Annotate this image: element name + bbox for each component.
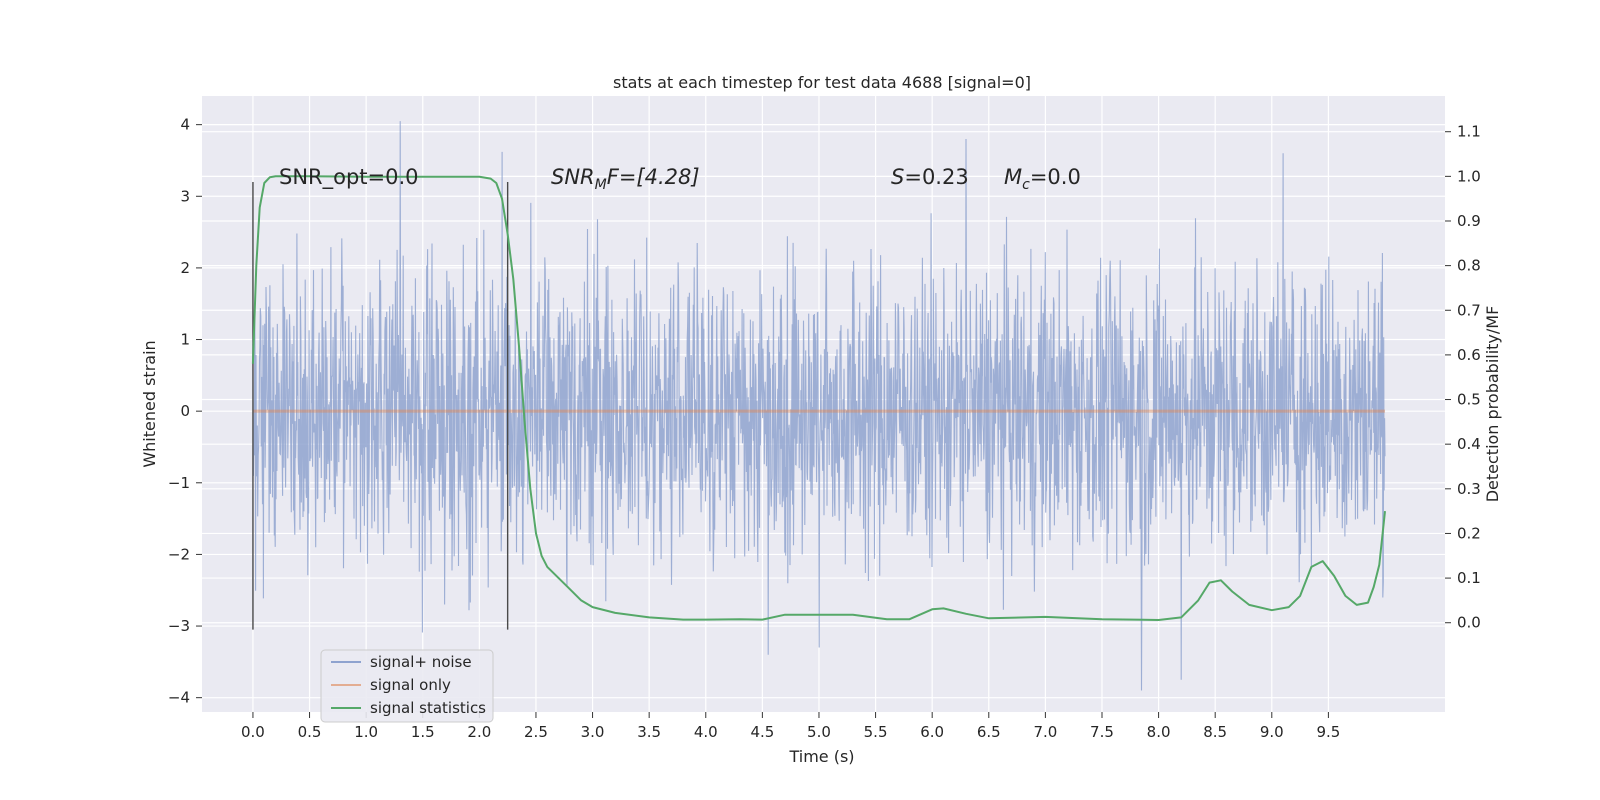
x-tick-label: 3.0: [581, 723, 605, 741]
x-axis-label: Time (s): [788, 747, 854, 766]
y2-tick-label: 0.4: [1457, 435, 1481, 453]
legend-box: [320, 649, 494, 723]
s-value: =0.23: [904, 165, 968, 189]
x-tick-label: 6.5: [977, 723, 1001, 741]
x-tick-label: 9.0: [1260, 723, 1284, 741]
y-tick-label: −4: [168, 689, 190, 707]
y-tick-label: 4: [180, 116, 190, 134]
s-var: S: [891, 165, 904, 189]
annotation-mc: Mc=0.0: [1004, 165, 1081, 193]
snr-mf-rest: F=[4.28]: [607, 165, 700, 189]
x-tick-label: 5.0: [807, 723, 831, 741]
y2-tick-label: 0.8: [1457, 257, 1481, 275]
y2-axis-label: Detection probability/MF: [1483, 306, 1502, 503]
y2-tick-label: 0.7: [1457, 301, 1481, 319]
x-tick-label: 0.5: [298, 723, 322, 741]
legend-label-noise: signal+ noise: [370, 653, 472, 671]
mc-value: =0.0: [1030, 165, 1081, 189]
y2-tick-label: 0.2: [1457, 524, 1481, 542]
chart-title: stats at each timestep for test data 468…: [613, 73, 1031, 92]
y-tick-label: 1: [180, 331, 190, 349]
legend-label-signal: signal only: [370, 676, 451, 694]
legend: signal+ noise signal only signal statist…: [320, 649, 494, 723]
snr-mf-sub: M: [595, 177, 607, 193]
series-signal-noise: [252, 121, 1386, 691]
y2-tick-label: 1.1: [1457, 123, 1481, 141]
x-tick-label: 4.5: [750, 723, 774, 741]
y-tick-label: −2: [168, 545, 190, 563]
axes: 0.0 0.5 1.0 1.5 2.0 2.5 3.0 3.5 4.0 4.5 5.0 5.5 6.0 6…: [168, 116, 1481, 741]
y2-tick-label: 0.1: [1457, 569, 1481, 587]
x-tick-label: 5.5: [864, 723, 888, 741]
x-tick-label: 2.0: [467, 723, 491, 741]
x-tick-label: 7.5: [1090, 723, 1114, 741]
x-tick-label: 2.5: [524, 723, 548, 741]
y-tick-label: 2: [180, 259, 190, 277]
x-tick-label: 7.0: [1033, 723, 1057, 741]
x-tick-label: 3.5: [637, 723, 661, 741]
y-tick-label: −3: [168, 617, 190, 635]
x-tick-label: 1.0: [354, 723, 378, 741]
mc-var: M: [1004, 165, 1022, 189]
snr-mf-main: SNR: [551, 165, 595, 189]
y-axis-label: Whitened strain: [140, 340, 159, 467]
x-tick-label: 8.0: [1147, 723, 1171, 741]
annotation-snr-opt: SNR_opt=0.0: [279, 165, 419, 190]
x-tick-label: 4.0: [694, 723, 718, 741]
y2-tick-label: 1.0: [1457, 167, 1481, 185]
y2-tick-label: 0.9: [1457, 212, 1481, 230]
legend-label-stats: signal statistics: [370, 699, 486, 717]
y-tick-label: 3: [180, 187, 190, 205]
mc-sub: c: [1022, 177, 1030, 193]
x-tick-label: 9.5: [1316, 723, 1340, 741]
y2-tick-label: 0.5: [1457, 391, 1481, 409]
y-tick-label: 0: [180, 402, 190, 420]
y2-tick-label: 0.0: [1457, 614, 1481, 632]
x-tick-label: 1.5: [411, 723, 435, 741]
annotation-snr-mf: SNRMF=[4.28]: [551, 165, 700, 193]
plot-area: [251, 121, 1386, 691]
y2-tick-label: 0.3: [1457, 480, 1481, 498]
y2-tick-label: 0.6: [1457, 346, 1481, 364]
annotation-s: S=0.23: [891, 165, 969, 189]
x-tick-label: 0.0: [241, 723, 265, 741]
y-tick-label: −1: [168, 474, 190, 492]
x-tick-label: 8.5: [1203, 723, 1227, 741]
x-tick-label: 6.0: [920, 723, 944, 741]
series-signal-statistics: [251, 175, 1386, 621]
